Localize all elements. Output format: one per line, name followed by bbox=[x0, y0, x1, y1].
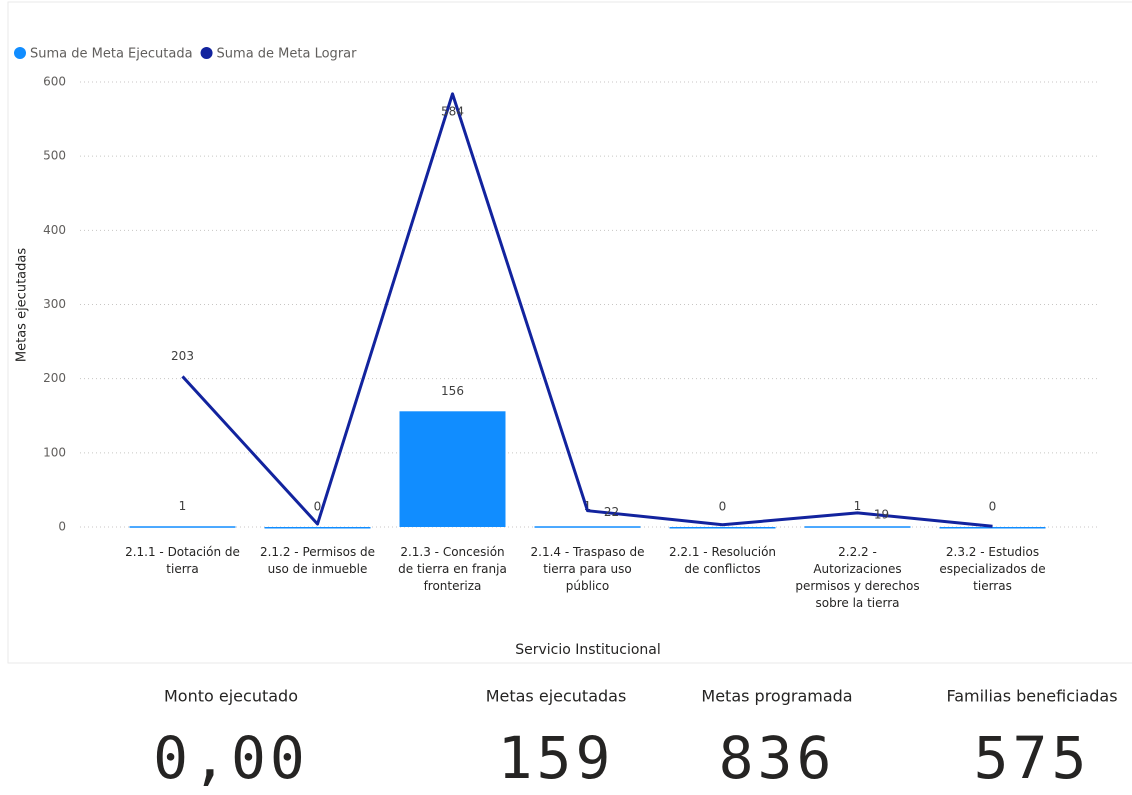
x-tick-label: 2.1.3 - Concesión de tierra en franja fron… bbox=[398, 545, 507, 593]
y-tick-label: 100 bbox=[43, 445, 66, 459]
x-tick-label: 2.3.2 - Estudios especializados de tierras bbox=[939, 545, 1045, 593]
legend-label: Suma de Meta Ejecutada bbox=[30, 47, 193, 62]
kpi-value: 159 bbox=[498, 724, 615, 791]
bar bbox=[399, 411, 506, 527]
kpi-label: Metas ejecutadas bbox=[486, 687, 627, 706]
data-label: 19 bbox=[874, 507, 889, 521]
kpi-value: 836 bbox=[719, 724, 836, 791]
bar bbox=[939, 527, 1046, 529]
bar bbox=[804, 526, 911, 528]
data-label: 1 bbox=[854, 499, 862, 513]
x-axis-title: Servicio Institucional bbox=[515, 642, 661, 658]
data-label: 22 bbox=[604, 505, 619, 519]
data-label: 584 bbox=[441, 104, 464, 118]
x-tick-label: 2.2.1 - Resolución de conflictos bbox=[669, 545, 776, 576]
data-label: 0 bbox=[314, 500, 322, 514]
kpi-value: 575 bbox=[974, 724, 1091, 791]
data-label: 1 bbox=[179, 499, 187, 513]
bar bbox=[129, 526, 236, 528]
legend-marker bbox=[14, 47, 26, 59]
y-tick-label: 0 bbox=[58, 520, 66, 534]
line bbox=[181, 92, 993, 528]
bar bbox=[534, 526, 641, 528]
x-tick-label: 2.1.1 - Dotación de tierra bbox=[125, 545, 240, 576]
y-tick-label: 300 bbox=[43, 297, 66, 311]
kpi-label: Metas programada bbox=[701, 687, 852, 706]
chart-frame bbox=[7, 1, 1132, 664]
data-label: 203 bbox=[171, 349, 194, 363]
x-tick-label: 2.1.4 - Traspaso de tierra para uso públic… bbox=[531, 545, 645, 593]
y-tick-label: 600 bbox=[43, 75, 66, 89]
legend-label: Suma de Meta Lograr bbox=[217, 47, 358, 62]
y-axis-title: Metas ejecutadas bbox=[15, 248, 30, 362]
y-tick-label: 500 bbox=[43, 149, 66, 163]
data-label: 0 bbox=[989, 500, 997, 514]
kpi-value: 0,00 bbox=[153, 724, 309, 791]
data-label: 156 bbox=[441, 384, 464, 398]
bar bbox=[669, 527, 776, 529]
x-tick-label: 2.2.2 -Autorizaciones permisos y derechos… bbox=[795, 545, 919, 610]
data-label: 0 bbox=[719, 500, 727, 514]
kpi-label: Familias beneficiadas bbox=[946, 687, 1117, 706]
kpi-label: Monto ejecutado bbox=[164, 687, 298, 706]
x-tick-label: 2.1.2 - Permisos de uso de inmueble bbox=[260, 545, 375, 576]
y-tick-label: 400 bbox=[43, 223, 66, 237]
data-label: 1 bbox=[584, 499, 592, 513]
legend-marker bbox=[200, 47, 213, 59]
bar bbox=[264, 527, 371, 529]
y-tick-label: 200 bbox=[43, 371, 66, 385]
